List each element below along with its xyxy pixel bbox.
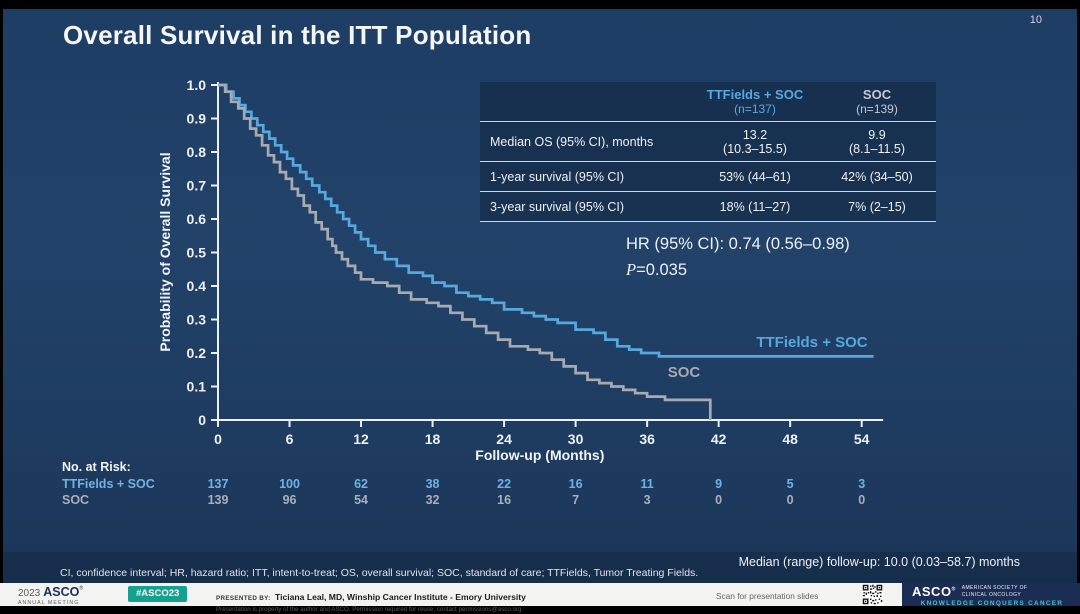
page-number: 10 — [1029, 14, 1042, 26]
svg-text:0: 0 — [214, 431, 222, 447]
svg-text:0.4: 0.4 — [187, 278, 207, 294]
svg-text:0.9: 0.9 — [187, 111, 207, 127]
hr-line: HR (95% CI): 0.74 (0.56–0.98) — [626, 235, 850, 253]
y-ticks: 0 0.1 0.2 0.3 0.4 0.5 0.6 0.7 0.8 0.9 1.0 — [187, 77, 218, 428]
society-name: AMERICAN SOCIETY OF CLINICAL ONCOLOGY — [961, 585, 1028, 598]
risk-value: 139 — [208, 493, 229, 507]
asco-annual-meeting-logo: 2023 ASCO® ANNUAL MEETING — [18, 585, 84, 606]
risk-value: 137 — [208, 477, 229, 491]
column-header-ttfields-soc: TTFields + SOC (n=137) — [706, 87, 804, 116]
y-axis-title: Probability of Overall Survival — [157, 152, 173, 351]
risk-value: 16 — [497, 493, 511, 507]
risk-value: 7 — [572, 493, 579, 507]
header-empty-cell — [480, 99, 692, 105]
asco-logo: ASCO® — [912, 584, 956, 599]
risk-value: 11 — [641, 477, 654, 491]
hr-annotation: HR (95% CI): 0.74 (0.56–0.98) P=0.035 — [626, 231, 850, 284]
results-table: TTFields + SOC (n=137) SOC (n=139) Media… — [480, 82, 936, 222]
risk-value: 54 — [354, 493, 368, 507]
risk-value: 100 — [279, 477, 300, 491]
km-curve-soc — [218, 83, 712, 420]
results-table-header-row: TTFields + SOC (n=137) SOC (n=139) — [480, 82, 936, 122]
svg-text:30: 30 — [568, 431, 584, 447]
svg-text:0.6: 0.6 — [187, 211, 207, 227]
risk-table-heading: No. at Risk: — [62, 460, 131, 474]
median-os-soc-cell: 9.9 (8.1–11.5) — [848, 127, 906, 156]
table-row-1-year: 1-year survival (95% CI) 53% (44–61) 42%… — [480, 162, 936, 192]
column-header-soc: SOC (n=139) — [856, 87, 898, 116]
risk-value: 16 — [569, 477, 583, 491]
risk-value: 22 — [497, 477, 511, 491]
table-row-3-year: 3-year survival (95% CI) 18% (11–27) 7% … — [480, 192, 936, 222]
slide-background — [3, 9, 1077, 606]
table-row-median-os: Median OS (95% CI), months 13.2 (10.3–15… — [480, 122, 936, 162]
risk-value: 9 — [715, 477, 722, 491]
svg-text:24: 24 — [496, 431, 512, 447]
asco-society-logo-block: ASCO® AMERICAN SOCIETY OF CLINICAL ONCOL… — [902, 583, 1080, 607]
risk-value: 38 — [426, 477, 440, 491]
footer-bar: 2023 ASCO® ANNUAL MEETING #ASCO23 PRESENT… — [0, 583, 1080, 613]
svg-text:0.3: 0.3 — [187, 312, 207, 328]
svg-text:0.7: 0.7 — [187, 178, 207, 194]
presenter-name: Ticiana Leal, MD, Winship Cancer Institu… — [274, 592, 526, 602]
risk-value: 3 — [644, 493, 651, 507]
risk-value: 0 — [787, 493, 794, 507]
number-at-risk-table: No. at Risk: TTFields + SOC 137 100 62 38 22 16… — [62, 460, 865, 507]
svg-text:18: 18 — [425, 431, 441, 447]
median-os-ttfields-cell: 13.2 (10.3–15.5) — [723, 127, 787, 156]
footnote-band — [0, 552, 1080, 584]
presented-by-block: PRESENTED BY: Ticiana Leal, MD, Winship … — [216, 592, 526, 614]
km-curve-ttfields-soc — [218, 83, 874, 358]
risk-value: 0 — [858, 493, 865, 507]
x-ticks: 0 6 12 18 24 30 36 42 48 54 — [214, 420, 870, 447]
svg-text:36: 36 — [639, 431, 655, 447]
curve-label-ttfields-soc: TTFields + SOC — [756, 334, 867, 351]
svg-text:42: 42 — [711, 431, 727, 447]
x-axis-title: Follow-up (Months) — [475, 447, 604, 463]
svg-text:48: 48 — [782, 431, 798, 447]
svg-text:6: 6 — [286, 431, 294, 447]
risk-row-label: SOC — [62, 493, 89, 507]
risk-value: 3 — [858, 477, 865, 491]
abbreviations-footnote: CI, confidence interval; HR, hazard rati… — [60, 567, 699, 579]
p-value-line: P=0.035 — [626, 260, 688, 280]
risk-value: 96 — [283, 493, 297, 507]
risk-value: 62 — [354, 477, 368, 491]
risk-value: 32 — [426, 493, 440, 507]
svg-text:0.8: 0.8 — [187, 144, 207, 160]
svg-text:0.2: 0.2 — [187, 345, 207, 361]
svg-text:54: 54 — [854, 431, 870, 447]
svg-text:12: 12 — [353, 431, 369, 447]
median-followup-text: Median (range) follow-up: 10.0 (0.03–58.… — [738, 555, 1020, 569]
qr-code — [862, 584, 883, 605]
asco-tagline: KNOWLEDGE CONQUERS CANCER — [920, 600, 1064, 607]
risk-value: 5 — [787, 477, 794, 491]
permission-note: Presentation is property of the author a… — [216, 606, 524, 614]
page-title: Overall Survival in the ITT Population — [63, 20, 532, 50]
risk-value: 0 — [715, 493, 722, 507]
hashtag-badge: #ASCO23 — [128, 586, 188, 602]
risk-row-label: TTFields + SOC — [62, 477, 155, 491]
svg-text:0: 0 — [198, 412, 206, 428]
scan-text: Scan for presentation slides — [716, 591, 819, 601]
axes — [217, 82, 884, 421]
svg-text:0.1: 0.1 — [187, 379, 207, 395]
curve-label-soc: SOC — [668, 364, 701, 381]
svg-text:0.5: 0.5 — [187, 245, 207, 261]
svg-text:1.0: 1.0 — [187, 77, 207, 93]
